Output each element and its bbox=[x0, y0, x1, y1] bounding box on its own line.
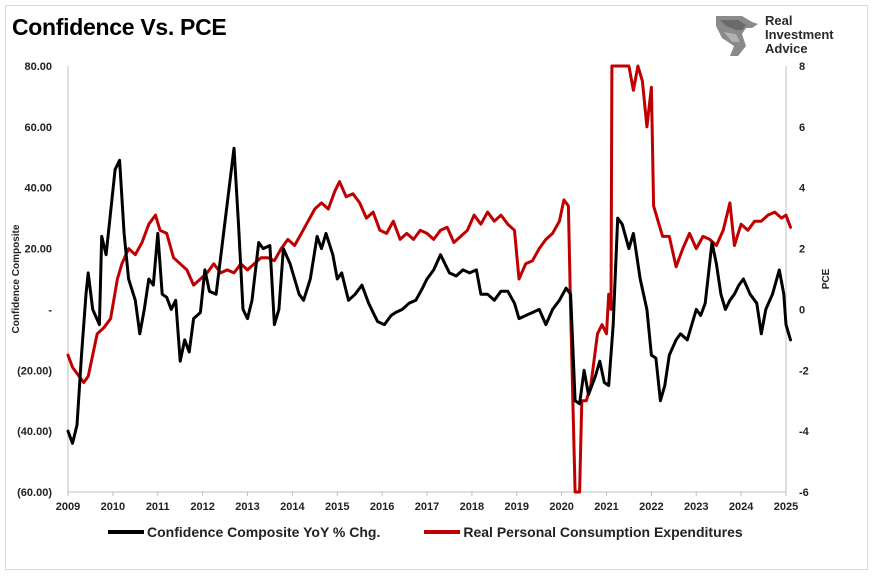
y2-tick-label: 2 bbox=[799, 244, 805, 256]
left-tick-labels: 80.00 60.00 40.00 20.00 - (20.00) (40.00) (60.0… bbox=[17, 61, 52, 499]
y2-tick-label: 0 bbox=[799, 304, 805, 316]
x-tick-label: 2016 bbox=[370, 501, 394, 513]
page-title: Confidence Vs. PCE bbox=[12, 14, 227, 40]
right-tick-labels: 8 6 4 2 0 -2 -4 -6 bbox=[799, 61, 810, 499]
y-tick-label: (20.00) bbox=[17, 365, 52, 377]
logo-line-1: Real bbox=[765, 13, 793, 28]
y2-tick-label: -6 bbox=[799, 487, 809, 499]
chart-frame bbox=[5, 5, 868, 570]
y-tick-label: (60.00) bbox=[17, 487, 52, 499]
y-axis-title: Confidence Composite bbox=[11, 224, 22, 333]
pce-line bbox=[66, 64, 792, 494]
x-tick-label: 2023 bbox=[684, 501, 708, 513]
y2-tick-label: 8 bbox=[799, 61, 805, 73]
x-tick-label: 2019 bbox=[505, 501, 529, 513]
x-tick-label: 2018 bbox=[460, 501, 484, 513]
legend: Confidence Composite YoY % Chg. Real Per… bbox=[108, 524, 787, 540]
legend-item-pce: Real Personal Consumption Expenditures bbox=[424, 524, 743, 540]
x-tick-label: 2009 bbox=[56, 501, 80, 513]
x-tick-label: 2010 bbox=[101, 501, 125, 513]
x-tick-label: 2025 bbox=[774, 501, 798, 513]
x-tick-label: 2015 bbox=[325, 501, 349, 513]
x-tick-label: 2011 bbox=[146, 501, 170, 513]
y2-tick-label: 6 bbox=[799, 122, 805, 134]
x-tick-label: 2020 bbox=[549, 501, 573, 513]
eagle-icon bbox=[716, 16, 758, 56]
legend-swatch-confidence bbox=[108, 530, 144, 534]
x-tick-label: 2021 bbox=[594, 501, 618, 513]
y-tick-label: 40.00 bbox=[24, 183, 52, 195]
legend-item-confidence: Confidence Composite YoY % Chg. bbox=[108, 524, 380, 540]
y2-tick-label: 4 bbox=[799, 183, 806, 195]
logo-line-2: Investment bbox=[765, 27, 834, 42]
x-tick-labels: 2009 2010 2011 2012 2013 2014 2015 2016 2017 2018… bbox=[56, 492, 798, 513]
logo-wordmark: Real Investment Advice bbox=[765, 14, 834, 56]
x-tick-label: 2012 bbox=[190, 501, 214, 513]
y-tick-label: 80.00 bbox=[24, 61, 52, 73]
legend-swatch-pce bbox=[424, 530, 461, 534]
confidence-line bbox=[66, 146, 792, 445]
y-tick-label: 20.00 bbox=[24, 244, 52, 256]
legend-label-pce: Real Personal Consumption Expenditures bbox=[463, 524, 743, 540]
y-tick-label: - bbox=[48, 304, 52, 316]
x-tick-label: 2024 bbox=[729, 501, 754, 513]
logo-line-3: Advice bbox=[765, 41, 808, 56]
x-tick-label: 2022 bbox=[639, 501, 663, 513]
series-lines bbox=[66, 64, 792, 494]
x-tick-label: 2017 bbox=[415, 501, 439, 513]
brand-logo: Real Investment Advice bbox=[712, 12, 862, 62]
x-tick-label: 2013 bbox=[235, 501, 259, 513]
x-tick-label: 2014 bbox=[280, 501, 305, 513]
legend-label-confidence: Confidence Composite YoY % Chg. bbox=[147, 524, 381, 540]
y2-axis-title: PCE bbox=[821, 268, 832, 289]
y2-tick-label: -4 bbox=[799, 426, 810, 438]
y-tick-label: 60.00 bbox=[24, 122, 52, 134]
y-tick-label: (40.00) bbox=[17, 426, 52, 438]
y2-tick-label: -2 bbox=[799, 365, 809, 377]
